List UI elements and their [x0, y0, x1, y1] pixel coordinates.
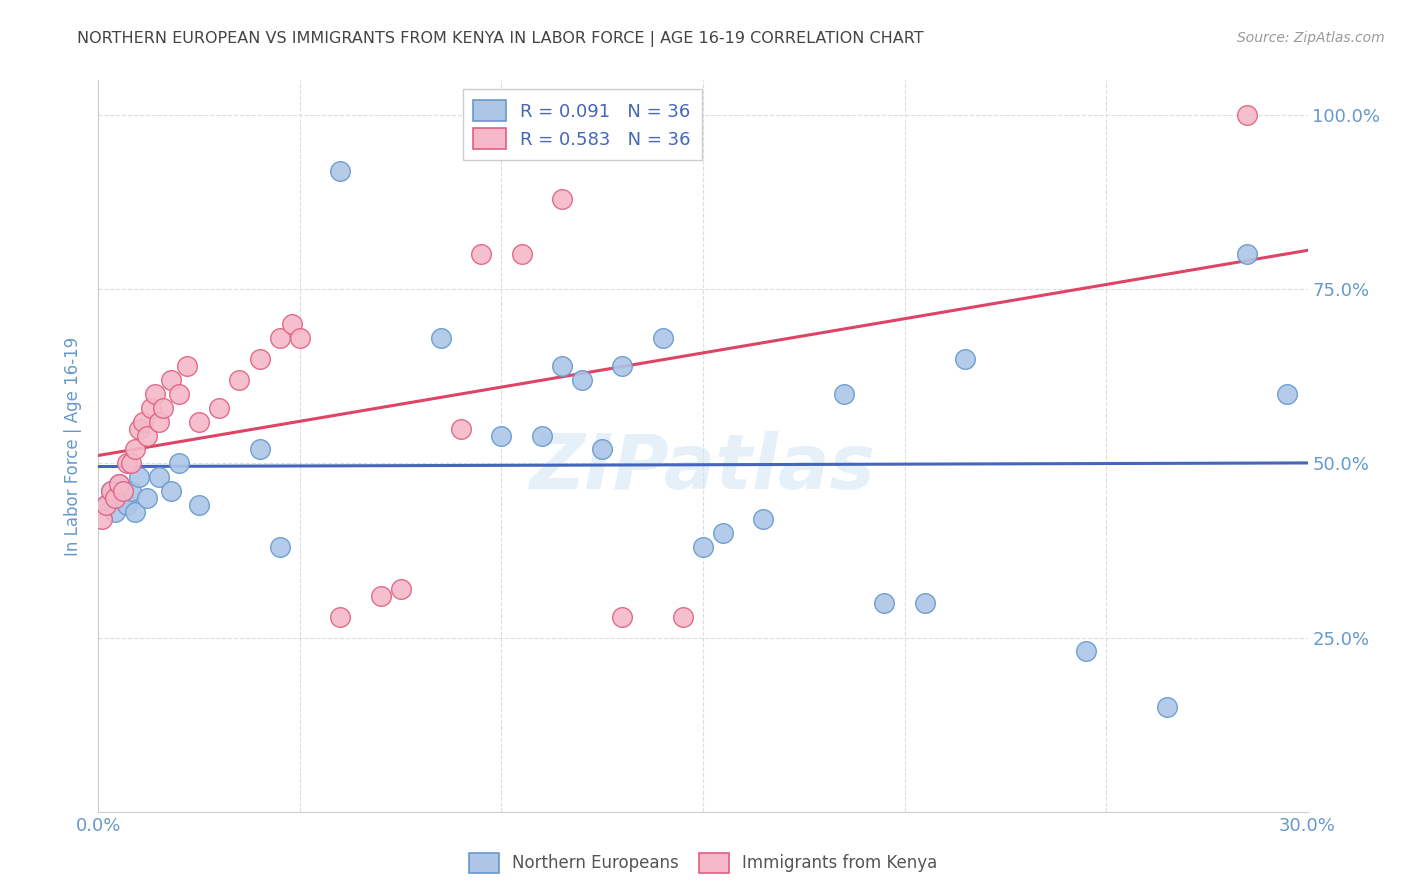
Point [111, 491, 134, 506]
Point [228, 373, 250, 387]
Point [132, 415, 155, 429]
Point [651, 331, 673, 345]
Point [103, 491, 125, 506]
Point [591, 442, 613, 457]
Legend: R = 0.091   N = 36, R = 0.583   N = 36: R = 0.091 N = 36, R = 0.583 N = 36 [463, 89, 702, 160]
Point [692, 540, 714, 554]
Point [752, 512, 775, 526]
Point [1156, 700, 1178, 714]
Point [152, 401, 174, 415]
Point [1236, 108, 1258, 122]
Point [450, 421, 472, 435]
Point [1277, 386, 1299, 401]
Point [96, 498, 118, 512]
Point [249, 351, 271, 366]
Point [551, 359, 574, 373]
Point [96, 498, 118, 512]
Point [389, 582, 412, 596]
Point [91, 512, 114, 526]
Point [103, 505, 125, 519]
Point [167, 457, 190, 471]
Point [115, 457, 138, 471]
Point [430, 331, 453, 345]
Point [470, 247, 492, 261]
Text: ZIPatlas: ZIPatlas [530, 431, 876, 505]
Point [176, 359, 198, 373]
Point [612, 609, 634, 624]
Point [491, 428, 513, 442]
Point [1074, 644, 1097, 658]
Point [143, 386, 166, 401]
Point [120, 484, 142, 499]
Point [124, 442, 146, 457]
Point [111, 484, 134, 499]
Point [281, 317, 304, 331]
Text: Source: ZipAtlas.com: Source: ZipAtlas.com [1237, 31, 1385, 45]
Point [571, 373, 593, 387]
Y-axis label: In Labor Force | Age 16-19: In Labor Force | Age 16-19 [65, 336, 83, 556]
Point [329, 609, 352, 624]
Point [711, 526, 734, 541]
Point [551, 192, 574, 206]
Point [139, 401, 162, 415]
Point [100, 484, 122, 499]
Point [135, 428, 157, 442]
Point [148, 415, 170, 429]
Point [269, 331, 291, 345]
Point [269, 540, 291, 554]
Point [100, 484, 122, 499]
Point [288, 331, 311, 345]
Point [530, 428, 553, 442]
Point [914, 596, 936, 610]
Point [510, 247, 533, 261]
Point [188, 415, 211, 429]
Point [208, 401, 231, 415]
Point [128, 421, 150, 435]
Point [128, 470, 150, 484]
Text: NORTHERN EUROPEAN VS IMMIGRANTS FROM KENYA IN LABOR FORCE | AGE 16-19 CORRELATIO: NORTHERN EUROPEAN VS IMMIGRANTS FROM KEN… [77, 31, 924, 47]
Point [167, 386, 190, 401]
Point [160, 373, 183, 387]
Point [329, 164, 352, 178]
Point [188, 498, 211, 512]
Point [107, 477, 129, 491]
Point [612, 359, 634, 373]
Point [953, 351, 976, 366]
Point [115, 498, 138, 512]
Point [160, 484, 183, 499]
Point [832, 386, 855, 401]
Legend: Northern Europeans, Immigrants from Kenya: Northern Europeans, Immigrants from Keny… [463, 847, 943, 880]
Point [672, 609, 695, 624]
Point [124, 505, 146, 519]
Point [135, 491, 157, 506]
Point [370, 589, 392, 603]
Point [249, 442, 271, 457]
Point [120, 457, 142, 471]
Point [148, 470, 170, 484]
Point [107, 477, 129, 491]
Point [1236, 247, 1258, 261]
Point [873, 596, 896, 610]
